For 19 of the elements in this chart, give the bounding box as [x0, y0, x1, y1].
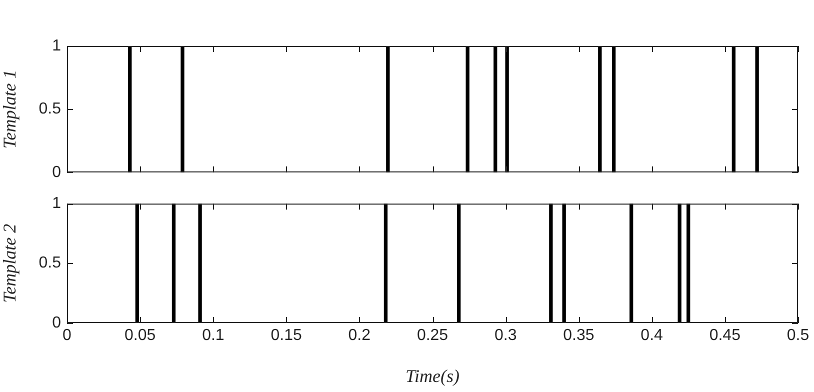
y-tick-label: 0.5: [38, 100, 62, 118]
x-tick-label: 0.25: [416, 327, 448, 344]
y-tick-label: 0: [52, 164, 62, 181]
x-tick-label: 0.2: [348, 327, 371, 344]
x-tick-label: 0.05: [124, 327, 156, 344]
x-tick-label: 0.35: [563, 327, 594, 344]
y-axis-title: Template 1: [0, 70, 20, 149]
y-tick-label: 1: [52, 37, 62, 54]
y-tick-label: 0.5: [38, 254, 62, 272]
x-tick-label: 0.4: [640, 327, 664, 344]
y-tick-label: 0: [52, 314, 62, 332]
x-tick-label: 0.1: [202, 327, 224, 344]
y-tick-label: 1: [52, 195, 62, 212]
x-axis-title: Time(s): [406, 366, 460, 386]
y-axis-title: Template 2: [0, 224, 20, 303]
x-tick-label: 0.5: [786, 327, 810, 344]
x-tick-label: 0.45: [709, 327, 741, 344]
x-tick-label: 0.15: [270, 327, 302, 344]
x-tick-label: 0.3: [494, 327, 517, 344]
